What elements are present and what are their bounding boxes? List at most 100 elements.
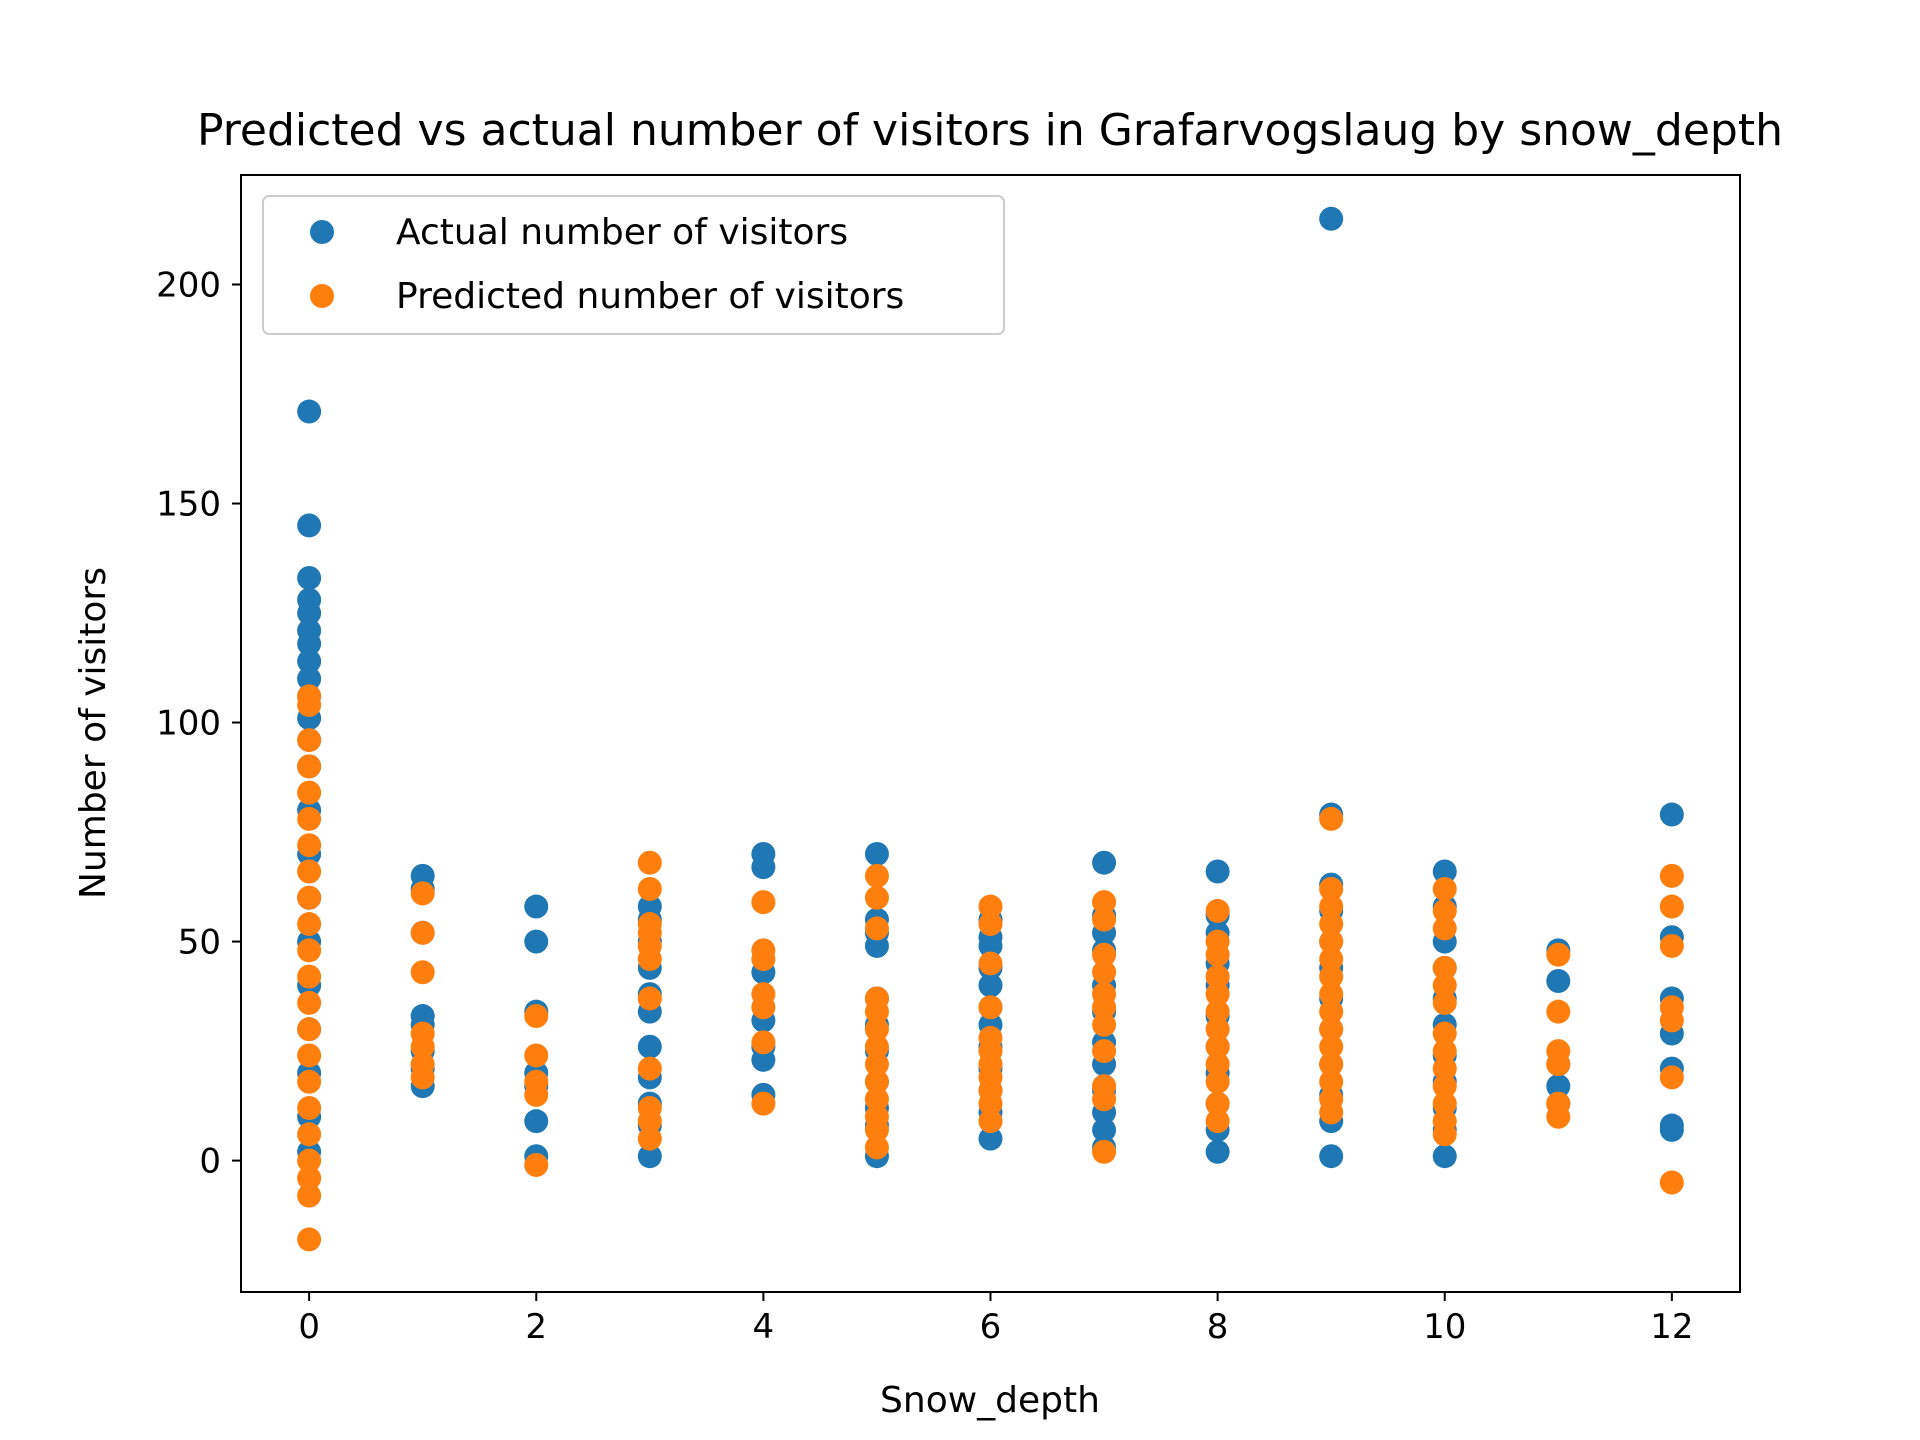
- predicted-point: [864, 1117, 889, 1142]
- y-tick-label: 200: [156, 266, 221, 306]
- actual-point: [978, 973, 1003, 998]
- predicted-point: [1205, 982, 1230, 1007]
- predicted-point: [297, 912, 322, 937]
- predicted-point: [637, 947, 662, 972]
- legend-box: [262, 195, 1005, 335]
- predicted-point: [297, 1183, 322, 1208]
- actual-point: [1205, 1139, 1230, 1164]
- predicted-point: [297, 964, 322, 989]
- predicted-point: [1659, 1008, 1684, 1033]
- actual-point: [864, 841, 889, 866]
- actual-point: [1659, 1117, 1684, 1142]
- predicted-point: [297, 859, 322, 884]
- actual-point: [524, 929, 549, 954]
- predicted-point: [751, 995, 776, 1020]
- predicted-point: [978, 1109, 1003, 1134]
- predicted-point: [1432, 898, 1457, 923]
- predicted-point: [1319, 982, 1344, 1007]
- predicted-point: [1432, 1056, 1457, 1081]
- predicted-point: [1319, 964, 1344, 989]
- actual-point: [751, 1047, 776, 1072]
- predicted-point: [1546, 999, 1571, 1024]
- predicted-point: [1205, 942, 1230, 967]
- actual-point: [297, 601, 322, 626]
- predicted-point: [637, 1109, 662, 1134]
- legend-label-actual: Actual number of visitors: [396, 212, 848, 253]
- predicted-point: [1319, 877, 1344, 902]
- predicted-point: [297, 1096, 322, 1121]
- actual-point: [637, 1034, 662, 1059]
- x-tick-label: 10: [1423, 1307, 1466, 1347]
- predicted-point: [1432, 1074, 1457, 1099]
- predicted-point: [524, 1004, 549, 1029]
- predicted-point: [1546, 1052, 1571, 1077]
- predicted-point: [1546, 1104, 1571, 1129]
- actual-point: [978, 933, 1003, 958]
- predicted-point: [297, 806, 322, 831]
- predicted-point: [1659, 894, 1684, 919]
- predicted-point: [1659, 1170, 1684, 1195]
- x-tick-label: 2: [525, 1307, 547, 1347]
- predicted-point: [864, 863, 889, 888]
- predicted-point: [1205, 964, 1230, 989]
- predicted-point: [297, 1227, 322, 1252]
- predicted-point: [1092, 1087, 1117, 1112]
- predicted-point: [637, 850, 662, 875]
- predicted-point: [1432, 955, 1457, 980]
- x-tick-label: 4: [753, 1307, 775, 1347]
- predicted-point: [1205, 1034, 1230, 1059]
- predicted-point: [864, 1069, 889, 1094]
- y-tick-label: 100: [156, 704, 221, 744]
- predicted-point: [864, 885, 889, 910]
- predicted-point: [751, 1091, 776, 1116]
- predicted-point: [410, 920, 435, 945]
- predicted-point: [524, 1043, 549, 1068]
- actual-point: [297, 565, 322, 590]
- predicted-point: [1205, 1052, 1230, 1077]
- predicted-point: [1319, 912, 1344, 937]
- predicted-point: [1319, 1100, 1344, 1125]
- predicted-point: [1432, 1039, 1457, 1064]
- predicted-point: [978, 912, 1003, 937]
- legend-label-predicted: Predicted number of visitors: [396, 276, 904, 317]
- predicted-point: [297, 780, 322, 805]
- predicted-point: [1319, 894, 1344, 919]
- predicted-point: [1205, 1017, 1230, 1042]
- plot-frame: [240, 174, 1741, 1293]
- predicted-point: [1092, 890, 1117, 915]
- predicted-point: [410, 960, 435, 985]
- predicted-point: [1205, 1069, 1230, 1094]
- predicted-point: [297, 990, 322, 1015]
- predicted-point: [1319, 999, 1344, 1024]
- y-tick-label: 0: [199, 1142, 221, 1182]
- actual-point: [1092, 1117, 1117, 1142]
- actual-point: [1319, 206, 1344, 231]
- predicted-point: [751, 947, 776, 972]
- predicted-point: [1659, 1065, 1684, 1090]
- actual-point: [1319, 1144, 1344, 1169]
- predicted-point: [297, 1122, 322, 1147]
- x-tick-label: 8: [1207, 1307, 1229, 1347]
- predicted-point: [297, 1166, 322, 1191]
- predicted-point: [524, 1152, 549, 1177]
- actual-point: [978, 1126, 1003, 1151]
- x-axis-label: Snow_depth: [880, 1380, 1100, 1421]
- predicted-point: [751, 1030, 776, 1055]
- predicted-point: [1432, 1091, 1457, 1116]
- predicted-point: [1432, 973, 1457, 998]
- chart-title: Predicted vs actual number of visitors i…: [197, 105, 1783, 156]
- predicted-point: [978, 995, 1003, 1020]
- legend-marker-actual: [310, 220, 334, 244]
- legend: Actual number of visitors Predicted numb…: [262, 195, 1005, 335]
- predicted-point: [864, 1135, 889, 1160]
- predicted-point: [410, 1065, 435, 1090]
- predicted-point: [297, 693, 322, 718]
- predicted-point: [410, 881, 435, 906]
- predicted-point: [297, 938, 322, 963]
- actual-point: [297, 631, 322, 656]
- predicted-point: [1432, 990, 1457, 1015]
- predicted-point: [637, 877, 662, 902]
- actual-point: [297, 666, 322, 691]
- predicted-point: [751, 890, 776, 915]
- actual-point: [297, 649, 322, 674]
